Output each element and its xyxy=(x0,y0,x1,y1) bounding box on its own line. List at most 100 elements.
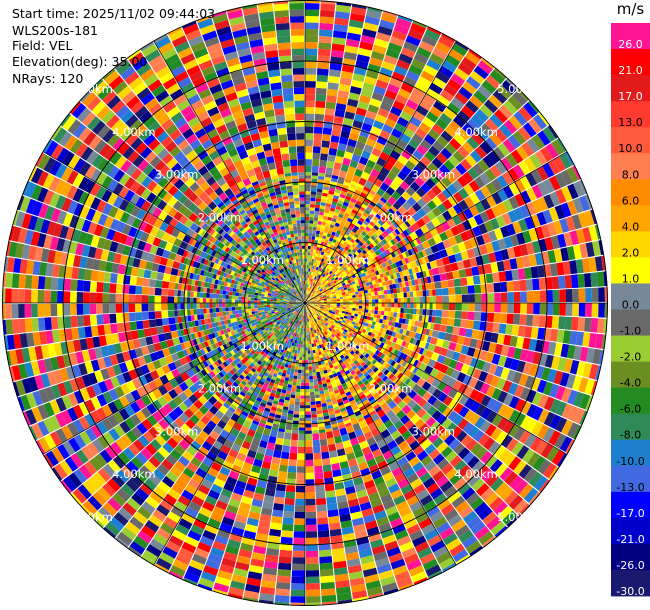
velocity-gate-2828 xyxy=(342,331,347,335)
velocity-gate-2223 xyxy=(345,309,350,313)
velocity-gate-145 xyxy=(309,261,312,266)
velocity-gate-146 xyxy=(309,258,312,263)
velocity-gate-723 xyxy=(412,110,426,122)
velocity-gate-2249 xyxy=(427,322,432,330)
velocity-gate-277 xyxy=(311,268,314,273)
velocity-gate-1568 xyxy=(388,269,393,276)
velocity-gate-2317 xyxy=(428,329,434,337)
velocity-gate-4099 xyxy=(300,344,303,348)
velocity-gate-186 xyxy=(326,88,338,97)
velocity-gate-1708 xyxy=(409,274,415,280)
velocity-gate-2532 xyxy=(502,380,513,393)
velocity-gate-847 xyxy=(393,176,404,186)
velocity-gate-3231 xyxy=(332,344,337,349)
velocity-gate-1169 xyxy=(381,238,388,245)
velocity-gate-1833 xyxy=(383,290,388,295)
velocity-gate-197 xyxy=(334,17,349,26)
velocity-gate-4095 xyxy=(301,331,304,335)
velocity-gate-1922 xyxy=(474,284,482,294)
velocity-gate-2766 xyxy=(356,337,362,343)
velocity-gate-363 xyxy=(329,210,335,215)
velocity-gate-1253 xyxy=(447,195,459,207)
velocity-gate-202 xyxy=(306,293,307,297)
velocity-gate-4114 xyxy=(295,391,301,396)
velocity-gate-915 xyxy=(403,175,414,186)
velocity-gate-2002 xyxy=(559,289,566,303)
velocity-gate-1528 xyxy=(507,210,518,223)
velocity-gate-832 xyxy=(359,225,365,231)
velocity-gate-2490 xyxy=(340,316,344,320)
velocity-gate-1447 xyxy=(421,240,431,250)
velocity-gate-480 xyxy=(318,264,322,268)
velocity-gate-1582 xyxy=(433,251,442,260)
velocity-gate-523 xyxy=(384,89,398,100)
velocity-gate-1126 xyxy=(470,150,482,163)
velocity-gate-3835 xyxy=(310,356,314,361)
velocity-gate-3942 xyxy=(318,536,331,545)
velocity-gate-719 xyxy=(399,133,412,144)
velocity-gate-1068 xyxy=(503,100,518,115)
velocity-gate-398 xyxy=(377,25,393,36)
velocity-gate-756 xyxy=(339,246,345,252)
velocity-gate-1844 xyxy=(418,284,423,291)
velocity-gate-171 xyxy=(317,179,324,183)
velocity-gate-4083 xyxy=(291,583,305,590)
velocity-gate-2556 xyxy=(336,317,340,321)
velocity-gate-390 xyxy=(364,76,377,86)
velocity-gate-302 xyxy=(328,190,335,195)
velocity-gate-1415 xyxy=(330,288,334,292)
velocity-gate-1294 xyxy=(363,263,369,268)
velocity-gate-1993 xyxy=(500,292,508,303)
velocity-gate-3985 xyxy=(305,408,311,412)
velocity-gate-2573 xyxy=(384,339,390,345)
velocity-gate-4075 xyxy=(293,531,305,538)
velocity-gate-2928 xyxy=(436,414,448,425)
velocity-gate-2606 xyxy=(538,409,550,424)
velocity-gate-1935 xyxy=(558,275,566,289)
velocity-gate-583 xyxy=(376,135,388,146)
velocity-gate-2400 xyxy=(522,362,532,375)
velocity-gate-2336 xyxy=(544,354,554,368)
velocity-gate-1529 xyxy=(513,207,525,221)
velocity-gate-228 xyxy=(319,211,324,216)
velocity-gate-2917 xyxy=(393,377,400,384)
velocity-gate-2071 xyxy=(572,303,579,317)
velocity-gate-2967 xyxy=(350,345,355,351)
velocity-gate-651 xyxy=(388,134,400,145)
velocity-gate-2051 xyxy=(442,303,449,310)
velocity-gate-2810 xyxy=(532,455,546,471)
velocity-gate-11 xyxy=(305,261,307,265)
velocity-gate-1721 xyxy=(469,257,478,267)
velocity-gate-137 xyxy=(306,287,308,291)
velocity-gate-3951 xyxy=(321,594,337,603)
velocity-gate-750 xyxy=(329,262,333,267)
velocity-gate-3201 xyxy=(428,465,441,477)
velocity-gate-886 xyxy=(337,260,342,265)
velocity-gate-2420 xyxy=(331,311,336,315)
velocity-gate-1199 xyxy=(507,134,521,149)
velocity-gate-1822 xyxy=(349,295,353,299)
velocity-gate-2548 xyxy=(313,306,317,309)
velocity-gate-2868 xyxy=(478,433,490,447)
velocity-gate-2665 xyxy=(486,397,497,411)
velocity-gate-1801 xyxy=(553,248,563,263)
velocity-gate-1403 xyxy=(547,159,561,175)
velocity-gate-400 xyxy=(381,13,397,24)
velocity-gate-588 xyxy=(390,106,403,117)
velocity-gate-2319 xyxy=(437,331,446,340)
velocity-gate-667 xyxy=(435,41,451,54)
velocity-gate-2100 xyxy=(381,307,385,312)
velocity-gate-1083 xyxy=(333,275,338,279)
velocity-gate-1039 xyxy=(384,221,391,228)
velocity-gate-313 xyxy=(339,136,349,145)
velocity-gate-1605 xyxy=(572,197,584,214)
velocity-gate-1557 xyxy=(355,282,360,287)
velocity-gate-280 xyxy=(313,259,317,263)
velocity-gate-2903 xyxy=(359,349,365,354)
velocity-gate-2145 xyxy=(311,303,315,305)
velocity-gate-901 xyxy=(367,223,374,230)
velocity-gate-4137 xyxy=(284,498,295,506)
velocity-gate-4042 xyxy=(301,376,305,380)
velocity-gate-1030 xyxy=(363,242,369,248)
velocity-gate-626 xyxy=(339,231,345,237)
